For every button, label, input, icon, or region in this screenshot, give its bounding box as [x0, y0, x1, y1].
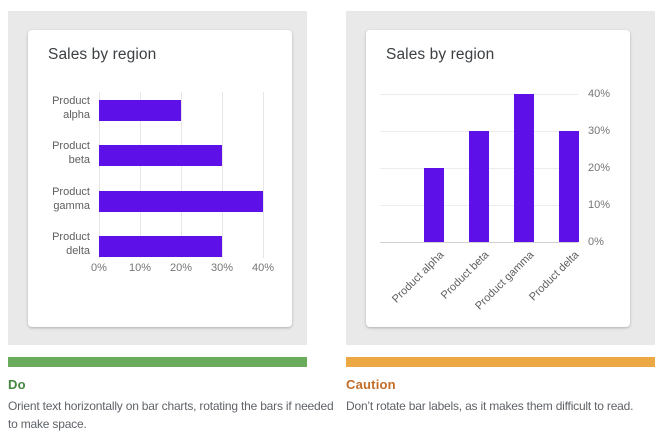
x-tick-label: 10%	[128, 262, 152, 274]
chart-title: Sales by region	[386, 46, 495, 63]
chart-title: Sales by region	[48, 46, 157, 63]
gridline	[380, 94, 578, 95]
do-column: Sales by region 0% 10% 20% 30% 40% Product alp…	[8, 11, 334, 433]
x-tick-label: 20%	[169, 262, 193, 274]
y-tick-label: 0%	[588, 236, 604, 248]
h-bar	[99, 145, 222, 166]
x-tick-label: 30%	[210, 262, 234, 274]
x-tick-label: 0%	[91, 262, 107, 274]
y-tick-label: 40%	[588, 88, 611, 100]
v-bar	[514, 94, 534, 242]
gridline	[222, 92, 223, 258]
do-label: Do	[8, 377, 26, 392]
gridline	[263, 92, 264, 258]
x-axis-line	[380, 242, 578, 243]
x-tick-label: 40%	[251, 262, 275, 274]
do-accent-bar	[8, 357, 307, 367]
category-label: Product alpha	[52, 95, 90, 121]
y-tick-label: 10%	[588, 199, 611, 211]
gridline	[140, 92, 141, 258]
do-example-panel: Sales by region 0% 10% 20% 30% 40% Product alp…	[8, 11, 307, 345]
y-tick-label: 20%	[588, 162, 611, 174]
category-label: Product delta	[52, 231, 90, 257]
caution-example-panel: Sales by region 0% 10% 20% 30% 40% Product al…	[346, 11, 655, 345]
v-bar	[559, 131, 579, 242]
caution-label: Caution	[346, 377, 396, 392]
caution-accent-bar	[346, 357, 655, 367]
v-bar	[424, 168, 444, 242]
y-tick-label: 30%	[588, 125, 611, 137]
v-bar	[469, 131, 489, 242]
h-bar	[99, 236, 222, 257]
caution-description: Don’t rotate bar labels, as it makes the…	[346, 399, 634, 413]
do-chart-card: Sales by region 0% 10% 20% 30% 40% Product alp…	[28, 30, 292, 327]
h-bar	[99, 100, 181, 121]
gridline	[99, 92, 100, 258]
category-label: Product beta	[52, 140, 90, 166]
category-label: Product gamma	[52, 186, 90, 212]
caution-column: Sales by region 0% 10% 20% 30% 40% Product al…	[346, 11, 655, 415]
gridline	[181, 92, 182, 258]
caution-chart-card: Sales by region 0% 10% 20% 30% 40% Product al…	[366, 30, 630, 327]
h-bar	[99, 191, 263, 212]
do-description: Orient text horizontally on bar charts, …	[8, 399, 334, 431]
